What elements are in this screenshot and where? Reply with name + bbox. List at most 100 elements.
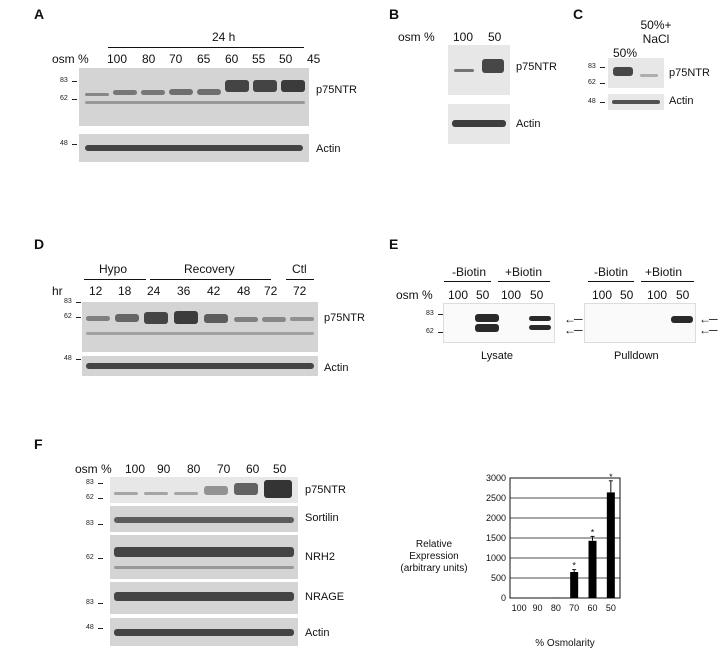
y-tick-label: 1000 [486, 553, 506, 563]
lane-label: 100 [448, 288, 469, 302]
panel-b-actin-blot [448, 104, 510, 144]
panel-a-timepoint-underline [108, 47, 304, 48]
y-tick-label: 2000 [486, 513, 506, 523]
x-tick-label: 50 [606, 603, 616, 613]
mw-tick [72, 81, 77, 82]
panel-f-sortilin-label: Sortilin [305, 512, 339, 524]
panel-f-nrh2-label: NRH2 [305, 551, 335, 563]
group-underline [641, 281, 694, 282]
lane-label: 12 [89, 284, 103, 298]
y-tick-label: 0 [501, 593, 506, 603]
panel-b-p75ntr-blot [448, 45, 510, 95]
panel-d-actin-label: Actin [324, 362, 349, 374]
panel-f-osm-label: osm % [75, 462, 112, 476]
panel-a-actin-label: Actin [316, 143, 341, 155]
osmolarity-bar-chart: 0 500 1000 1500 2000 2500 3000 100 90 80 * 70 * 60 * 50… [486, 472, 621, 649]
lane-label: 18 [118, 284, 132, 298]
lane-label: 50 [530, 288, 544, 302]
lane-label: 100 [453, 30, 474, 44]
panel-a-label: A [34, 6, 45, 22]
mw-marker: 48 [64, 355, 72, 362]
mw-tick [98, 558, 103, 559]
group-label: +Biotin [505, 265, 543, 279]
panel-e-lysate-blot [443, 303, 555, 343]
lane-label: 100 [107, 52, 128, 66]
mw-marker: 62 [86, 494, 94, 501]
y-tick-label: 1500 [486, 533, 506, 543]
group-underline [286, 279, 314, 280]
panel-e-lysate-caption: Lysate [481, 350, 514, 362]
group-underline [84, 279, 146, 280]
mw-marker: 48 [60, 140, 68, 147]
group-label: Recovery [184, 262, 235, 276]
panel-f-p75ntr-label: p75NTR [305, 484, 346, 496]
lane-label: 60 [246, 462, 260, 476]
panel-b-osm-label: osm % [398, 30, 435, 44]
bar [570, 572, 579, 598]
panel-e-label: E [389, 236, 399, 252]
mw-marker: 83 [86, 479, 94, 486]
significance-star: * [572, 561, 576, 571]
group-underline [444, 281, 491, 282]
lane-label: 50 [676, 288, 690, 302]
panel-b-p75ntr-label: p75NTR [516, 61, 557, 73]
lane-label: 55 [252, 52, 266, 66]
panel-d-p75ntr-blot [82, 302, 318, 352]
mw-tick [600, 102, 605, 103]
mw-marker: 62 [86, 554, 94, 561]
lane-label: 80 [142, 52, 156, 66]
lane-label: 80 [187, 462, 201, 476]
mw-marker: 62 [60, 95, 68, 102]
panel-d-actin-blot [82, 356, 318, 376]
panel-d-hr-label: hr [52, 284, 63, 298]
group-label: -Biotin [452, 265, 487, 279]
panel-a-p75ntr-blot [79, 68, 309, 126]
lane-label: 100 [592, 288, 613, 302]
group-underline [150, 279, 271, 280]
chart-ylabel: Relative Expression (arbitrary units) [400, 539, 468, 574]
panel-c-p75ntr-blot [608, 58, 664, 88]
panel-d-p75ntr-label: p75NTR [324, 312, 365, 324]
mw-tick [76, 302, 81, 303]
x-tick-label: 100 [512, 603, 527, 613]
lane-label: 100 [647, 288, 668, 302]
lane-label: 65 [197, 52, 211, 66]
arrow-icon: ←─ [699, 312, 717, 326]
mw-marker: 48 [588, 98, 596, 105]
mw-tick [72, 144, 77, 145]
mw-tick [76, 359, 81, 360]
mw-marker: 83 [64, 298, 72, 305]
arrow-icon: ←─ [564, 323, 582, 337]
panel-b-actin-label: Actin [516, 118, 541, 130]
panel-f-nrage-blot [110, 582, 298, 614]
lane-label: 70 [217, 462, 231, 476]
group-label: Ctl [292, 262, 307, 276]
chart-xlabel: % Osmolarity [535, 638, 594, 649]
lane-label: 50%+ NaCl [640, 18, 672, 46]
panel-c-label: C [573, 6, 584, 22]
mw-marker: 83 [426, 310, 434, 317]
group-label: -Biotin [594, 265, 629, 279]
lane-label: 70 [169, 52, 183, 66]
panel-a-p75ntr-label: p75NTR [316, 84, 357, 96]
mw-marker: 83 [588, 63, 596, 70]
panel-f-p75ntr-blot [110, 477, 298, 503]
lane-label: 50 [488, 30, 502, 44]
mw-marker: 83 [86, 599, 94, 606]
lane-label: 50 [279, 52, 293, 66]
y-tick-label: 500 [491, 573, 506, 583]
lane-label: 50 [620, 288, 634, 302]
panel-b-label: B [389, 6, 400, 22]
lane-label: 24 [147, 284, 161, 298]
panel-a-osm-label: osm % [52, 52, 89, 66]
lane-label: 72 [264, 284, 278, 298]
mw-tick [76, 317, 81, 318]
significance-star: * [609, 472, 613, 482]
mw-tick [600, 67, 605, 68]
panel-f-nrh2-blot [110, 535, 298, 579]
mw-marker: 62 [588, 79, 596, 86]
mw-marker: 62 [426, 328, 434, 335]
mw-marker: 62 [64, 313, 72, 320]
x-tick-label: 80 [551, 603, 561, 613]
mw-tick [98, 603, 103, 604]
